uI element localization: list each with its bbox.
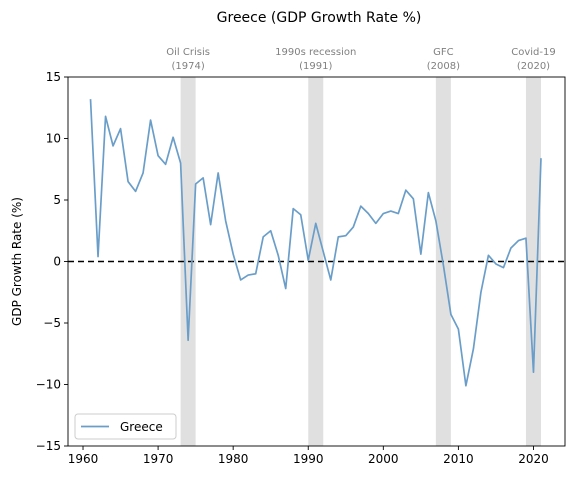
annotation-year-2: (2008) bbox=[427, 61, 460, 72]
y-axis-label: GDP Growth Rate (%) bbox=[10, 197, 24, 326]
series-line-greece bbox=[89, 99, 542, 387]
annotation-year-1: (1991) bbox=[299, 61, 332, 72]
chart-title: Greece (GDP Growth Rate %) bbox=[217, 10, 422, 26]
legend-box bbox=[74, 413, 177, 440]
y-tick-label-15: 15 bbox=[46, 70, 61, 84]
annotation-label-2: GFC bbox=[433, 47, 454, 58]
legend: Greece bbox=[74, 413, 177, 440]
annotation-year-3: (2020) bbox=[517, 61, 550, 72]
period-annotations: Oil Crisis (1974) 1990s recession (1991) GFC… bbox=[166, 47, 555, 72]
x-tick-label-2010: 2010 bbox=[443, 452, 474, 466]
x-tick-label-2000: 2000 bbox=[368, 452, 399, 466]
y-tick-label-5: 5 bbox=[53, 193, 61, 207]
annotation-label-0: Oil Crisis bbox=[166, 47, 210, 58]
y-tick-label--15: −15 bbox=[36, 439, 61, 453]
x-tick-label-2020: 2020 bbox=[518, 452, 549, 466]
annotation-label-1: 1990s recession bbox=[275, 47, 356, 58]
x-axis-ticks: 1960 1970 1980 1990 2000 2010 2020 bbox=[68, 446, 549, 466]
x-tick-label-1960: 1960 bbox=[68, 452, 99, 466]
y-tick-label--5: −5 bbox=[43, 316, 61, 330]
annotation-year-0: (1974) bbox=[171, 61, 204, 72]
y-tick-label-10: 10 bbox=[46, 132, 61, 146]
legend-label-greece: Greece bbox=[120, 420, 163, 434]
x-tick-label-1970: 1970 bbox=[143, 452, 174, 466]
annotation-label-3: Covid-19 bbox=[511, 47, 555, 58]
y-tick-label--10: −10 bbox=[36, 378, 61, 392]
y-tick-label-0: 0 bbox=[53, 255, 61, 269]
x-tick-label-1990: 1990 bbox=[293, 452, 324, 466]
y-axis-ticks: −15 −10 −5 0 5 10 15 bbox=[36, 70, 68, 453]
shaded-period-1 bbox=[308, 77, 324, 446]
x-tick-label-1980: 1980 bbox=[218, 452, 249, 466]
